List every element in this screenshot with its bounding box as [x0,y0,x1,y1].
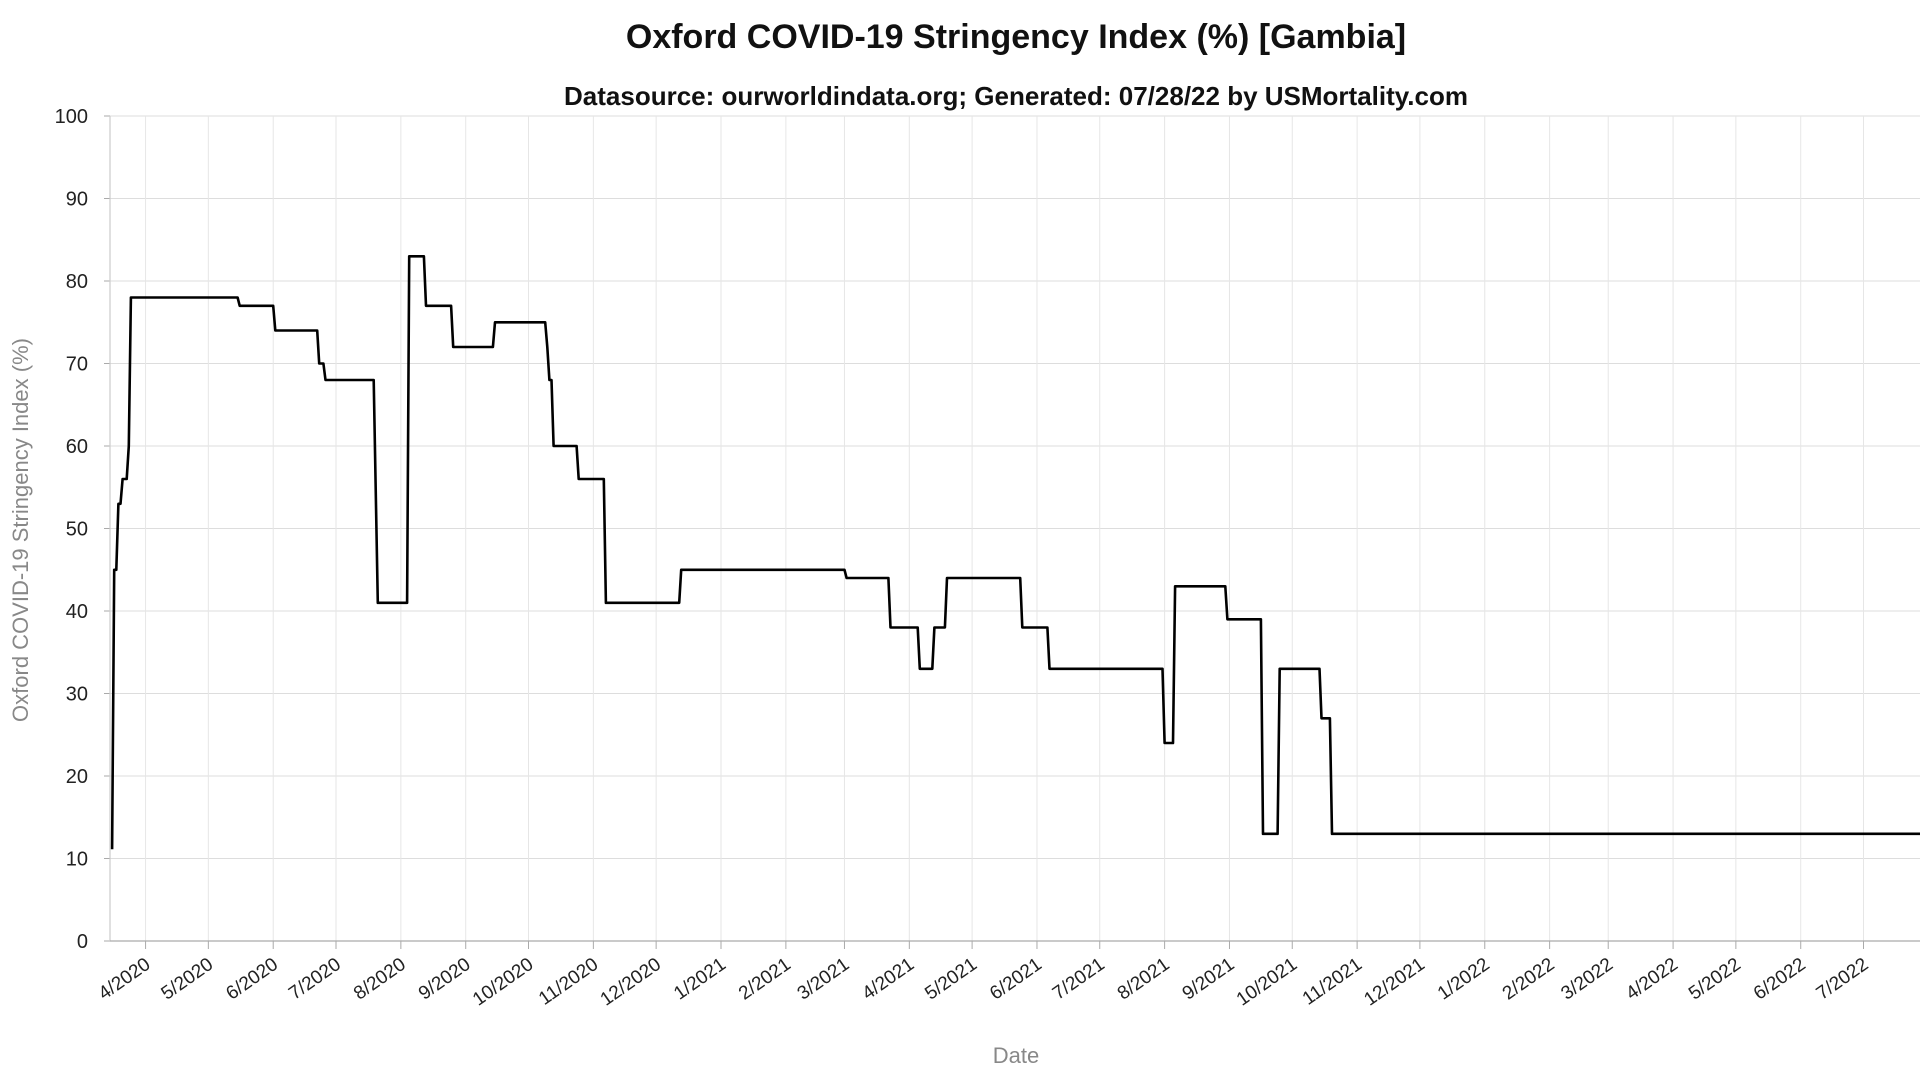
x-tick-label: 11/2021 [1299,954,1366,1010]
x-tick-label: 9/2021 [1179,954,1239,1005]
chart-subtitle: Datasource: ourworldindata.org; Generate… [564,81,1468,111]
x-tick-label: 7/2020 [285,954,345,1005]
x-tick-label: 6/2022 [1750,954,1810,1005]
y-tick-label: 0 [77,931,88,953]
x-tick-label: 1/2021 [670,954,730,1005]
y-axis-label: Oxford COVID-19 Stringency Index (%) [8,338,33,722]
y-tick-label: 70 [66,354,88,376]
series-line [110,255,1920,850]
y-tick-label: 50 [66,519,88,541]
x-tick-label: 3/2022 [1557,954,1617,1005]
x-tick-label: 1/2022 [1434,954,1494,1005]
x-tick-label: 6/2020 [222,954,282,1005]
x-tick-label: 12/2020 [597,954,665,1011]
y-tick-label: 40 [66,601,88,623]
x-tick-label: 2/2021 [735,954,795,1005]
x-tick-label: 12/2021 [1360,954,1428,1011]
x-tick-label: 8/2020 [350,954,410,1005]
x-tick-label: 4/2021 [859,954,919,1005]
x-axis-label: Date [993,1043,1039,1068]
x-tick-label: 7/2022 [1813,954,1873,1005]
x-tick-label: 11/2020 [535,954,602,1010]
x-tick-label: 5/2022 [1685,954,1745,1005]
x-tick-label: 10/2021 [1233,954,1301,1011]
y-tick-label: 30 [66,684,88,706]
x-tick-label: 4/2022 [1622,954,1682,1005]
y-tick-label: 60 [66,436,88,458]
grid [110,115,1920,942]
y-tick-label: 20 [66,766,88,788]
x-tick-label: 6/2021 [986,954,1046,1005]
x-tick-label: 9/2020 [415,954,475,1005]
x-tick-label: 5/2021 [921,954,981,1005]
y-tick-label: 80 [66,271,88,293]
x-tick-label: 3/2021 [794,954,854,1005]
x-tick-label: 8/2021 [1114,954,1174,1005]
y-tick-label: 100 [55,106,88,128]
y-tick-label: 90 [66,189,88,211]
x-tick-label: 4/2020 [95,954,155,1005]
x-tick-label: 10/2020 [469,954,537,1011]
axes: 0 10 20 30 40 50 60 70 80 90 100 4/2020 5/2020 6/2020… [55,106,1920,1010]
x-tick-label: 2/2022 [1499,954,1559,1005]
x-tick-label: 5/2020 [158,954,218,1005]
x-tick-label: 7/2021 [1049,954,1109,1005]
chart-title: Oxford COVID-19 Stringency Index (%) [Ga… [626,18,1406,56]
plot-area [110,255,1920,850]
y-tick-label: 10 [66,849,88,871]
